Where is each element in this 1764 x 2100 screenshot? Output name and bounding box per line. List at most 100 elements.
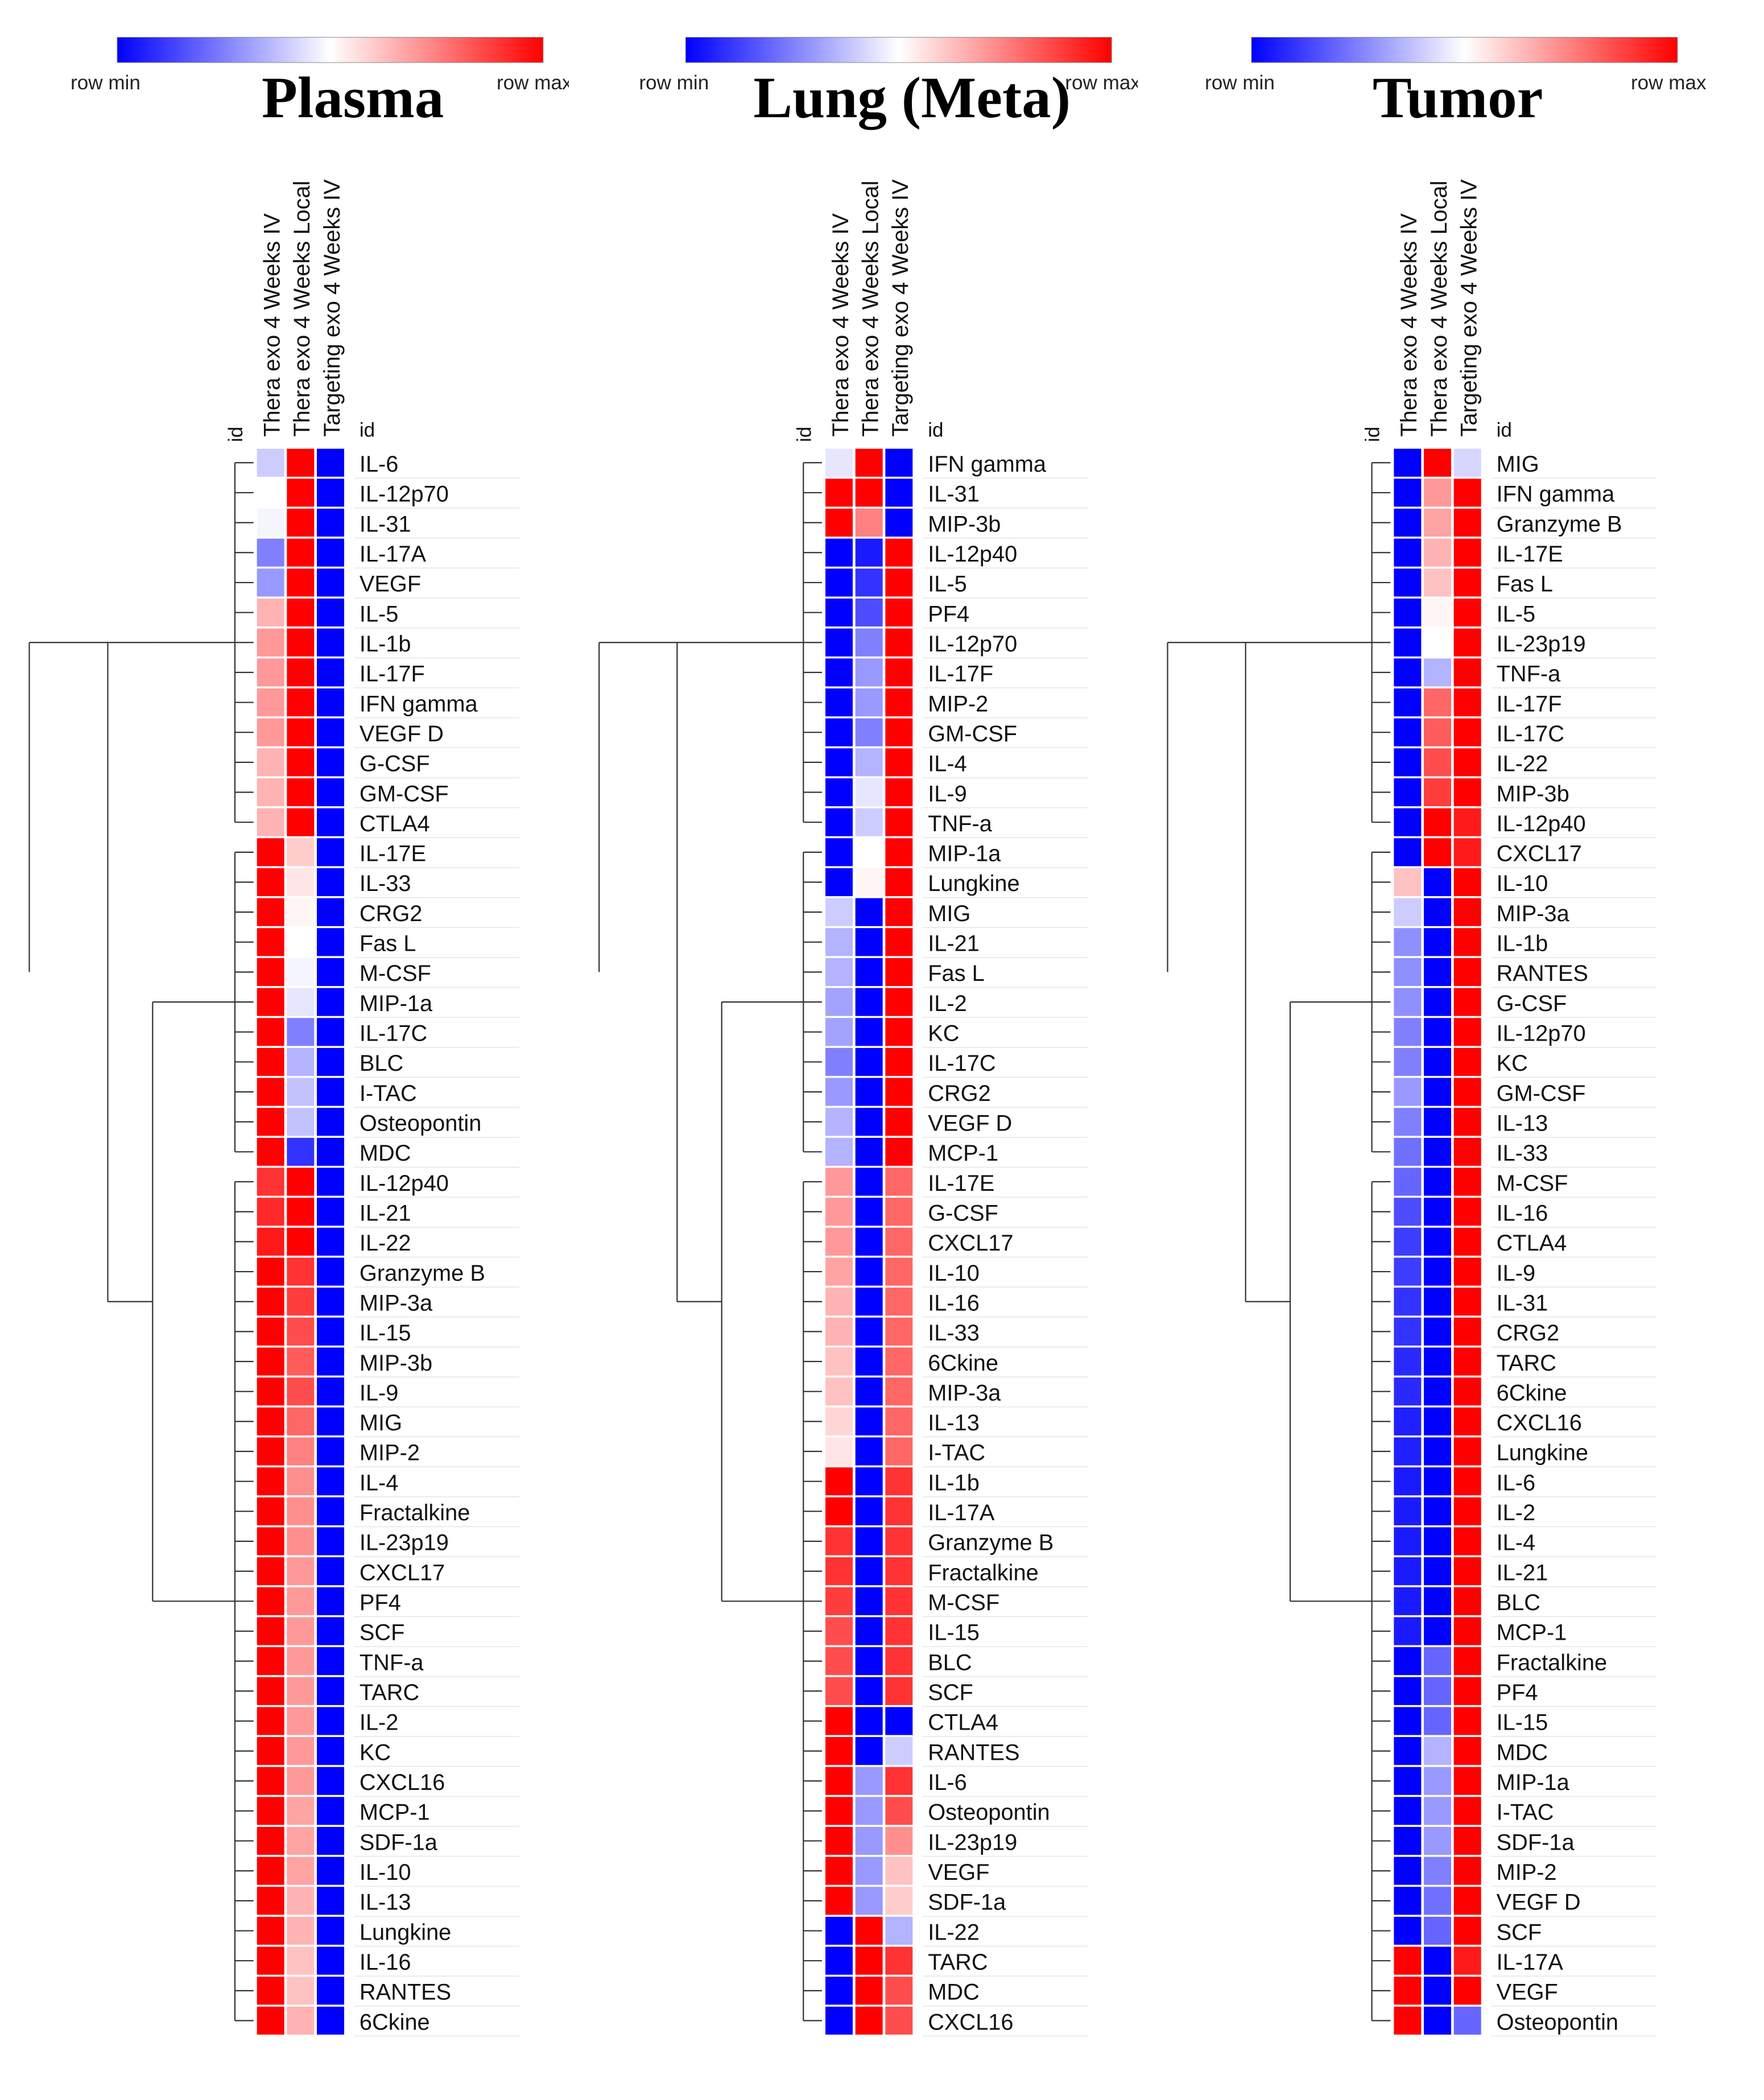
row-label-vegf-d: VEGF D bbox=[360, 721, 444, 746]
row-label-tarc: TARC bbox=[1497, 1351, 1556, 1376]
heatmap-cell-il-2-c2 bbox=[1424, 1497, 1452, 1525]
heatmap-cell-il-16-c2 bbox=[1424, 1198, 1452, 1226]
heatmap-cell-il-22-c3 bbox=[885, 1916, 913, 1945]
heatmap-cell-g-csf-c2 bbox=[287, 748, 315, 777]
row-label-vegf-d: VEGF D bbox=[1497, 1890, 1581, 1915]
heatmap-cell-sdf-1a-c2 bbox=[287, 1826, 315, 1855]
heatmap-panel-plasma: row min row max Plasma Thera exo 4 Weeks IV… bbox=[0, 0, 569, 2100]
column-header-1: Thera exo 4 Weeks IV bbox=[828, 213, 853, 436]
heatmap-cell-rantes-c1 bbox=[257, 1977, 284, 2005]
heatmap-cell-cxcl17-c3 bbox=[1453, 838, 1481, 867]
heatmap-cell-6ckine-c1 bbox=[1394, 1377, 1422, 1406]
heatmap-cell-il-33-c1 bbox=[825, 1317, 853, 1346]
heatmap-cell-tarc-c1 bbox=[1394, 1347, 1422, 1376]
heatmap-cell-lungkine-c2 bbox=[1424, 1437, 1452, 1466]
heatmap-cell-6ckine-c1 bbox=[257, 2006, 284, 2035]
heatmap-cell-fractalkine-c2 bbox=[1424, 1647, 1452, 1676]
row-label-mdc: MDC bbox=[928, 1980, 980, 2005]
heatmap-cell-tarc-c3 bbox=[885, 1946, 913, 1975]
heatmap-cell-scf-c3 bbox=[1453, 1916, 1481, 1945]
heatmap-cell-il-5-c3 bbox=[885, 568, 913, 597]
heatmap-cell-il-17f-c2 bbox=[1424, 688, 1452, 717]
row-label-mip-1a: MIP-1a bbox=[1497, 1770, 1570, 1795]
heatmap-cell-blc-c1 bbox=[1394, 1587, 1422, 1615]
legend-min-label: row min bbox=[639, 72, 709, 94]
heatmap-cell-pf4-c1 bbox=[1394, 1677, 1422, 1705]
color-scale-legend-bar bbox=[117, 37, 544, 63]
heatmap-cell-il-17a-c2 bbox=[855, 1497, 883, 1525]
row-label-6ckine: 6Ckine bbox=[1497, 1380, 1567, 1405]
row-label-il-17e: IL-17E bbox=[928, 1171, 994, 1196]
heatmap-cell-il-23p19-c3 bbox=[1453, 628, 1481, 657]
row-label-il-2: IL-2 bbox=[360, 1710, 399, 1735]
heatmap-cell-crg2-c2 bbox=[287, 898, 315, 926]
heatmap-cell-il-6-c2 bbox=[287, 448, 315, 477]
heatmap-cell-mig-c2 bbox=[287, 1407, 315, 1435]
row-label-il-9: IL-9 bbox=[1497, 1261, 1536, 1286]
row-label-granzyme-b: Granzyme B bbox=[360, 1261, 485, 1286]
heatmap-cell-mig-c1 bbox=[1394, 448, 1422, 477]
heatmap-cell-cxcl17-c1 bbox=[1394, 838, 1422, 867]
heatmap-cell-ctla4-c3 bbox=[885, 1707, 913, 1735]
row-label-lungkine: Lungkine bbox=[360, 1920, 451, 1945]
heatmap-cell-crg2-c1 bbox=[257, 898, 284, 926]
heatmap-cell-rantes-c2 bbox=[1424, 958, 1452, 987]
row-label-vegf: VEGF bbox=[1497, 1980, 1558, 2005]
heatmap-cell-il-33-c1 bbox=[257, 868, 284, 897]
row-label-il-10: IL-10 bbox=[928, 1261, 980, 1286]
row-label-il-15: IL-15 bbox=[360, 1321, 411, 1346]
heatmap-cell-il-17c-c2 bbox=[1424, 718, 1452, 746]
heatmap-cell-cxcl16-c1 bbox=[257, 1767, 284, 1795]
heatmap-cell-crg2-c3 bbox=[1453, 1317, 1481, 1346]
heatmap-cell-gm-csf-c2 bbox=[287, 778, 315, 807]
row-label-il-17f: IL-17F bbox=[928, 662, 993, 687]
heatmap-cell-il-9-c2 bbox=[287, 1377, 315, 1406]
heatmap-cell-mip-2-c3 bbox=[1453, 1856, 1481, 1885]
heatmap-cell-il-1b-c1 bbox=[825, 1467, 853, 1496]
heatmap-cell-gm-csf-c1 bbox=[1394, 1078, 1422, 1106]
row-label-il-17a: IL-17A bbox=[360, 542, 427, 567]
heatmap-cell-mig-c1 bbox=[257, 1407, 284, 1435]
column-header-1: Thera exo 4 Weeks IV bbox=[259, 213, 284, 436]
row-label-mip-2: MIP-2 bbox=[928, 691, 988, 716]
heatmap-cell-crg2-c1 bbox=[825, 1078, 853, 1106]
heatmap-cell-vegf-c1 bbox=[1394, 1977, 1422, 2005]
heatmap-cell-il-17e-c2 bbox=[1424, 538, 1452, 567]
row-label-fas-l: Fas L bbox=[1497, 572, 1553, 597]
row-label-il-5: IL-5 bbox=[928, 572, 967, 597]
heatmap-cell-gm-csf-c2 bbox=[855, 718, 883, 746]
heatmap-cell-il-31-c3 bbox=[885, 478, 913, 507]
heatmap-cell-ctla4-c1 bbox=[257, 808, 284, 836]
heatmap-cell-il-31-c3 bbox=[1453, 1288, 1481, 1316]
heatmap-cell-crg2-c3 bbox=[885, 1078, 913, 1106]
row-label-il-12p40: IL-12p40 bbox=[928, 542, 1017, 567]
heatmap-cell-il-12p70-c2 bbox=[855, 628, 883, 657]
heatmap-cell-vegf-d-c1 bbox=[825, 1108, 853, 1136]
row-label-cxcl16: CXCL16 bbox=[360, 1770, 445, 1795]
row-label-il-17a: IL-17A bbox=[1497, 1950, 1564, 1975]
heatmap-cell-blc-c1 bbox=[825, 1647, 853, 1676]
row-label-mip-2: MIP-2 bbox=[360, 1441, 420, 1466]
heatmap-cell-il-4-c2 bbox=[855, 748, 883, 777]
heatmap-cell-osteopontin-c2 bbox=[855, 1797, 883, 1825]
heatmap-cell-sdf-1a-c3 bbox=[885, 1887, 913, 1915]
heatmap-cell-tnf-a-c1 bbox=[1394, 658, 1422, 687]
heatmap-cell-il-10-c1 bbox=[257, 1856, 284, 1885]
heatmap-cell-il-31-c2 bbox=[855, 478, 883, 507]
heatmap-cell-fractalkine-c3 bbox=[1453, 1647, 1481, 1676]
heatmap-cell-il-22-c1 bbox=[825, 1916, 853, 1945]
heatmap-cell-rantes-c2 bbox=[287, 1977, 315, 2005]
row-label-fas-l: Fas L bbox=[928, 961, 984, 986]
heatmap-cell-fractalkine-c1 bbox=[257, 1497, 284, 1525]
chart-title: Plasma bbox=[262, 65, 444, 130]
row-label-il-33: IL-33 bbox=[928, 1321, 980, 1346]
heatmap-cell-6ckine-c3 bbox=[1453, 1377, 1481, 1406]
heatmap-cell-il-13-c3 bbox=[885, 1407, 913, 1435]
heatmap-cell-il-15-c2 bbox=[287, 1317, 315, 1346]
heatmap-cell-il-4-c3 bbox=[885, 748, 913, 777]
heatmap-cell-mcp-1-c1 bbox=[825, 1137, 853, 1166]
heatmap-cell-pf4-c1 bbox=[825, 598, 853, 627]
row-label-mip-2: MIP-2 bbox=[1497, 1860, 1557, 1885]
heatmap-cell-mdc-c1 bbox=[1394, 1737, 1422, 1765]
heatmap-cell-i-tac-c1 bbox=[1394, 1797, 1422, 1825]
